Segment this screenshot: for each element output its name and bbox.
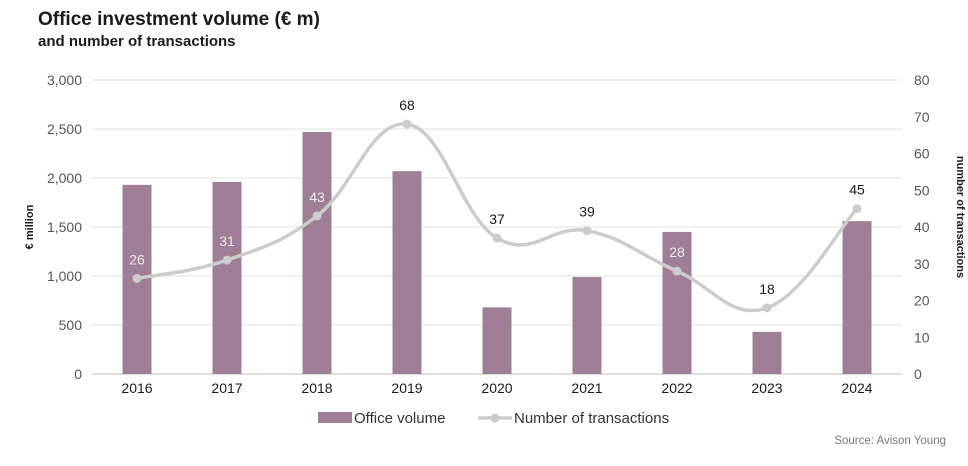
x-tick-label: 2021 [571,380,602,396]
x-tick-label: 2018 [301,380,332,396]
legend-label-line: Number of transactions [514,410,669,427]
y2-axis-label: number of transactions [954,156,966,278]
line-point [852,204,862,214]
y-axis-label: € million [24,204,36,249]
x-tick-label: 2019 [391,380,422,396]
axes: 0 500 1,000 1,500 2,000 2,500 3,000 0 10 20 30 40 50… [24,72,966,396]
data-label: 31 [219,233,235,249]
chart-subtitle: and number of transactions [38,33,236,50]
bar [752,331,782,374]
y2-tick-label: 10 [914,329,930,345]
x-tick-label: 2016 [121,380,152,396]
y2-tick-label: 0 [914,366,922,382]
y-tick-label: 1,500 [47,219,82,235]
y2-tick-label: 40 [914,219,930,235]
bar [572,276,602,374]
chart-title: Office investment volume (€ m) [38,9,320,30]
bar [482,307,512,374]
transaction-line: 26 31 43 68 37 39 28 18 45 [129,97,865,313]
bar [392,171,422,374]
bars [122,131,872,374]
bar [842,221,872,374]
legend-swatch-bars [318,412,352,423]
bar [212,181,242,374]
data-label: 43 [309,189,325,205]
x-tick-label: 2024 [841,380,872,396]
line-point [582,226,592,236]
source-note: Source: Avison Young [834,435,946,447]
y2-tick-label: 50 [914,182,930,198]
y2-tick-label: 30 [914,256,930,272]
y2-tick-label: 60 [914,146,930,162]
y-tick-label: 0 [74,366,82,382]
data-label: 28 [669,244,685,260]
bar [302,131,332,374]
legend-swatch-marker [490,413,500,423]
line-point [762,303,772,313]
line-point [222,255,232,265]
line-point [672,266,682,276]
legend-label-bars: Office volume [354,410,445,427]
data-label: 45 [849,182,865,198]
line-point [132,273,142,283]
x-tick-label: 2020 [481,380,512,396]
data-label: 68 [399,97,415,113]
y2-tick-label: 70 [914,109,930,125]
line-point [312,211,322,221]
y-tick-label: 3,000 [47,72,82,88]
legend: Office volume Number of transactions [318,410,669,427]
y2-tick-label: 80 [914,72,930,88]
y-tick-label: 2,500 [47,121,82,137]
x-tick-label: 2022 [661,380,692,396]
line-point [402,119,412,129]
y-tick-label: 2,000 [47,170,82,186]
y2-tick-label: 20 [914,293,930,309]
x-tick-label: 2017 [211,380,242,396]
data-label: 26 [129,251,145,267]
line-point [492,233,502,243]
bar [662,231,692,374]
x-tick-label: 2023 [751,380,782,396]
y-tick-label: 1,000 [47,268,82,284]
y-tick-label: 500 [59,317,83,333]
data-label: 39 [579,204,595,220]
data-label: 18 [759,281,775,297]
data-label: 37 [489,211,505,227]
